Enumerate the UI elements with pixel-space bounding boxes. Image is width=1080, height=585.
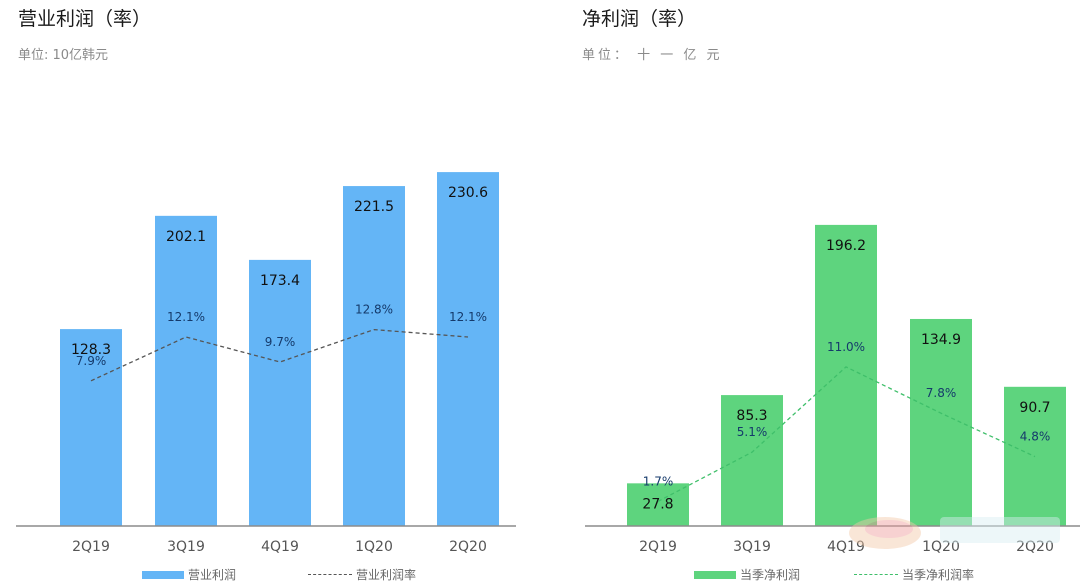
rate-value-label: 7.9%: [76, 354, 107, 368]
operating-profit-chart: 128.3 202.1 173.4 221.5 230.6 2Q19 3Q19 4Q19 1Q2…: [16, 172, 516, 555]
x-tick-label: 1Q20: [355, 539, 393, 555]
bar-1Q20: [343, 186, 405, 526]
chart-subtitle: 单位： 十 一 亿 元: [582, 48, 723, 63]
bar-value-label: 221.5: [354, 199, 394, 215]
x-tick-label: 3Q19: [167, 539, 205, 555]
rate-value-label: 12.1%: [449, 310, 487, 324]
bar-2Q19: [60, 329, 122, 526]
rate-value-label: 1.7%: [643, 474, 674, 488]
watermark-logo: [849, 517, 1060, 549]
rate-value-label: 12.1%: [167, 310, 205, 324]
x-tick-label: 2Q19: [72, 539, 110, 555]
rate-value-label: 4.8%: [1020, 430, 1051, 444]
operating-profit-panel: 营业利润（率） 单位: 10亿韩元 128.3 202.1 173.4 221.5 23…: [16, 8, 516, 583]
bar-value-label: 90.7: [1019, 400, 1050, 416]
bar-value-label: 27.8: [642, 496, 673, 512]
x-tick-label: 2Q20: [1016, 539, 1054, 555]
legend-bar-label: 当季净利润: [740, 568, 801, 582]
legend: 当季净利润 当季净利润率: [694, 566, 974, 583]
rate-value-label: 5.1%: [737, 425, 768, 439]
legend-bar-swatch: [142, 570, 184, 579]
rate-value-label: 7.8%: [926, 386, 957, 400]
legend-bar-label: 营业利润: [188, 568, 237, 582]
bar-value-label: 128.3: [71, 342, 111, 358]
x-tick-label: 4Q19: [261, 539, 299, 555]
legend-bar-swatch: [694, 570, 736, 579]
bar-2Q20: [437, 172, 499, 526]
x-tick-label: 2Q20: [449, 539, 487, 555]
x-tick-label: 2Q19: [639, 539, 677, 555]
rate-line: [90, 328, 469, 382]
bar-value-label: 134.9: [921, 332, 961, 348]
bar-value-label: 202.1: [166, 229, 206, 245]
legend-line-swatch: [854, 574, 899, 575]
x-tick-label: 3Q19: [733, 539, 771, 555]
legend-line-swatch: [308, 574, 353, 575]
legend: 营业利润 营业利润率: [142, 566, 416, 583]
chart-subtitle: 单位: 10亿韩元: [18, 48, 109, 63]
legend-line-label: 当季净利润率: [902, 568, 975, 582]
bar-value-label: 173.4: [260, 273, 300, 289]
bar-3Q19: [155, 215, 217, 526]
rate-value-label: 9.7%: [265, 335, 296, 349]
bar-4Q19: [249, 259, 311, 526]
rate-value-label: 11.0%: [827, 340, 865, 354]
bar-value-label: 196.2: [826, 238, 866, 254]
bar-3Q19: [721, 395, 783, 526]
rate-line: [657, 366, 1036, 502]
net-profit-panel: 净利润（率） 单位： 十 一 亿 元 27.8 85.3 196.2 134.9 90.…: [540, 0, 1080, 585]
legend-line-label: 营业利润率: [356, 568, 417, 582]
chart-title: 净利润（率）: [582, 8, 697, 30]
x-tick-label: 1Q20: [922, 539, 960, 555]
bar-4Q19: [815, 224, 877, 526]
bar-value-label: 85.3: [736, 408, 767, 424]
bar-1Q20: [910, 318, 972, 526]
x-tick-label: 4Q19: [827, 539, 865, 555]
rate-value-label: 12.8%: [355, 303, 393, 317]
bar-value-label: 230.6: [448, 185, 488, 201]
net-profit-chart: 27.8 85.3 196.2 134.9 90.7 2Q19 3Q19 4Q19 1Q20 2Q…: [585, 224, 1080, 555]
chart-title: 营业利润（率）: [18, 8, 152, 30]
